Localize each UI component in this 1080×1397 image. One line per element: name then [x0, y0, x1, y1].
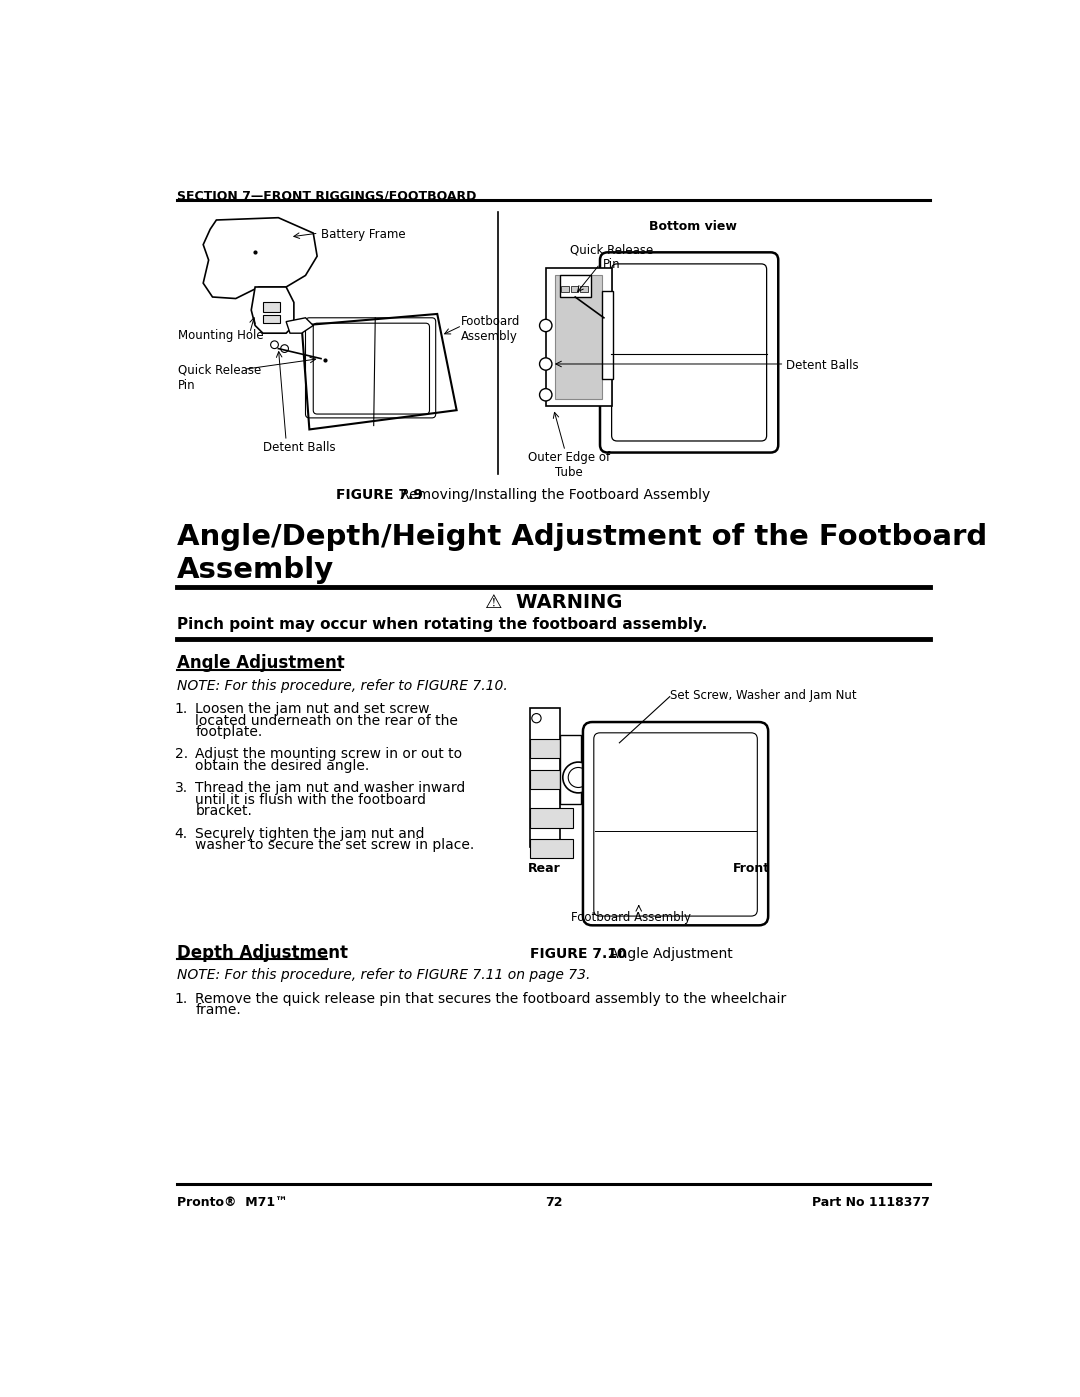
Circle shape — [540, 320, 552, 331]
Bar — [545, 268, 611, 407]
Text: Battery Frame: Battery Frame — [321, 228, 406, 240]
Bar — [530, 840, 572, 858]
Text: 2.: 2. — [175, 747, 188, 761]
Text: Outer Edge of
Tube: Outer Edge of Tube — [528, 451, 610, 479]
Text: Angle Adjustment: Angle Adjustment — [177, 654, 345, 672]
Text: located underneath on the rear of the: located underneath on the rear of the — [195, 714, 458, 728]
FancyBboxPatch shape — [600, 253, 779, 453]
Text: Loosen the jam nut and set screw: Loosen the jam nut and set screw — [195, 703, 430, 717]
Text: NOTE: For this procedure, refer to FIGURE 7.11 on page 73.: NOTE: For this procedure, refer to FIGUR… — [177, 968, 591, 982]
Bar — [530, 739, 572, 759]
Text: Set Screw, Washer and Jam Nut: Set Screw, Washer and Jam Nut — [670, 689, 856, 701]
Circle shape — [540, 358, 552, 370]
FancyBboxPatch shape — [602, 291, 613, 380]
Text: Removing/Installing the Footboard Assembly: Removing/Installing the Footboard Assemb… — [387, 488, 711, 502]
Bar — [262, 302, 280, 312]
Text: Adjust the mounting screw in or out to: Adjust the mounting screw in or out to — [195, 747, 462, 761]
Text: 72: 72 — [544, 1196, 563, 1208]
Text: Thread the jam nut and washer inward: Thread the jam nut and washer inward — [195, 781, 465, 795]
Text: Securely tighten the jam nut and: Securely tighten the jam nut and — [195, 827, 424, 841]
Text: NOTE: For this procedure, refer to FIGURE 7.10.: NOTE: For this procedure, refer to FIGUR… — [177, 679, 508, 693]
Text: Mounting Hole: Mounting Hole — [177, 330, 264, 342]
Text: Bottom view: Bottom view — [649, 219, 737, 233]
Bar — [562, 286, 569, 292]
Circle shape — [531, 714, 541, 722]
Text: Pinch point may occur when rotating the footboard assembly.: Pinch point may occur when rotating the … — [177, 616, 707, 631]
Bar — [559, 275, 591, 298]
Bar — [530, 770, 572, 789]
Text: Rear: Rear — [528, 862, 561, 875]
Text: 1.: 1. — [175, 992, 188, 1006]
Text: SECTION 7—FRONT RIGGINGS/FOOTBOARD: SECTION 7—FRONT RIGGINGS/FOOTBOARD — [177, 189, 476, 203]
Circle shape — [320, 355, 330, 366]
Bar — [530, 708, 559, 847]
Text: Depth Adjustment: Depth Adjustment — [177, 944, 348, 961]
Text: Angle/Depth/Height Adjustment of the Footboard: Angle/Depth/Height Adjustment of the Foo… — [177, 524, 987, 552]
Text: Detent Balls: Detent Balls — [786, 359, 859, 372]
Text: Assembly: Assembly — [177, 556, 334, 584]
Polygon shape — [301, 314, 457, 429]
Text: ⚠  WARNING: ⚠ WARNING — [485, 594, 622, 612]
Text: until it is flush with the footboard: until it is flush with the footboard — [195, 793, 427, 807]
Text: frame.: frame. — [195, 1003, 241, 1017]
Text: Remove the quick release pin that secures the footboard assembly to the wheelcha: Remove the quick release pin that secure… — [195, 992, 786, 1006]
Circle shape — [281, 345, 288, 352]
FancyBboxPatch shape — [583, 722, 768, 925]
Text: washer to secure the set screw in place.: washer to secure the set screw in place. — [195, 838, 475, 852]
Text: Front: Front — [732, 862, 770, 875]
Text: FIGURE 7.10: FIGURE 7.10 — [530, 947, 626, 961]
Bar — [559, 735, 581, 805]
Text: 3.: 3. — [175, 781, 188, 795]
Text: Quick Release
Pin: Quick Release Pin — [177, 365, 261, 393]
Text: Pronto®  M71™: Pronto® M71™ — [177, 1196, 287, 1208]
Text: Footboard Assembly: Footboard Assembly — [571, 911, 691, 923]
Circle shape — [563, 763, 594, 793]
Text: Quick Release
Pin: Quick Release Pin — [570, 243, 653, 271]
Bar — [555, 275, 602, 398]
Bar — [262, 316, 280, 323]
Text: 1.: 1. — [175, 703, 188, 717]
Text: Part No 1118377: Part No 1118377 — [812, 1196, 930, 1208]
Bar — [570, 286, 578, 292]
Circle shape — [271, 341, 279, 349]
Bar — [530, 809, 572, 827]
Polygon shape — [286, 317, 313, 334]
Polygon shape — [252, 286, 294, 334]
Polygon shape — [203, 218, 318, 299]
Text: Footboard
Assembly: Footboard Assembly — [460, 316, 519, 344]
Text: obtain the desired angle.: obtain the desired angle. — [195, 759, 369, 773]
Bar — [580, 286, 588, 292]
Circle shape — [540, 388, 552, 401]
Text: bracket.: bracket. — [195, 805, 253, 819]
Text: 4.: 4. — [175, 827, 188, 841]
Text: Angle Adjustment: Angle Adjustment — [596, 947, 733, 961]
Text: Detent Balls: Detent Balls — [262, 441, 336, 454]
Text: FIGURE 7.9: FIGURE 7.9 — [337, 488, 423, 502]
Text: footplate.: footplate. — [195, 725, 262, 739]
